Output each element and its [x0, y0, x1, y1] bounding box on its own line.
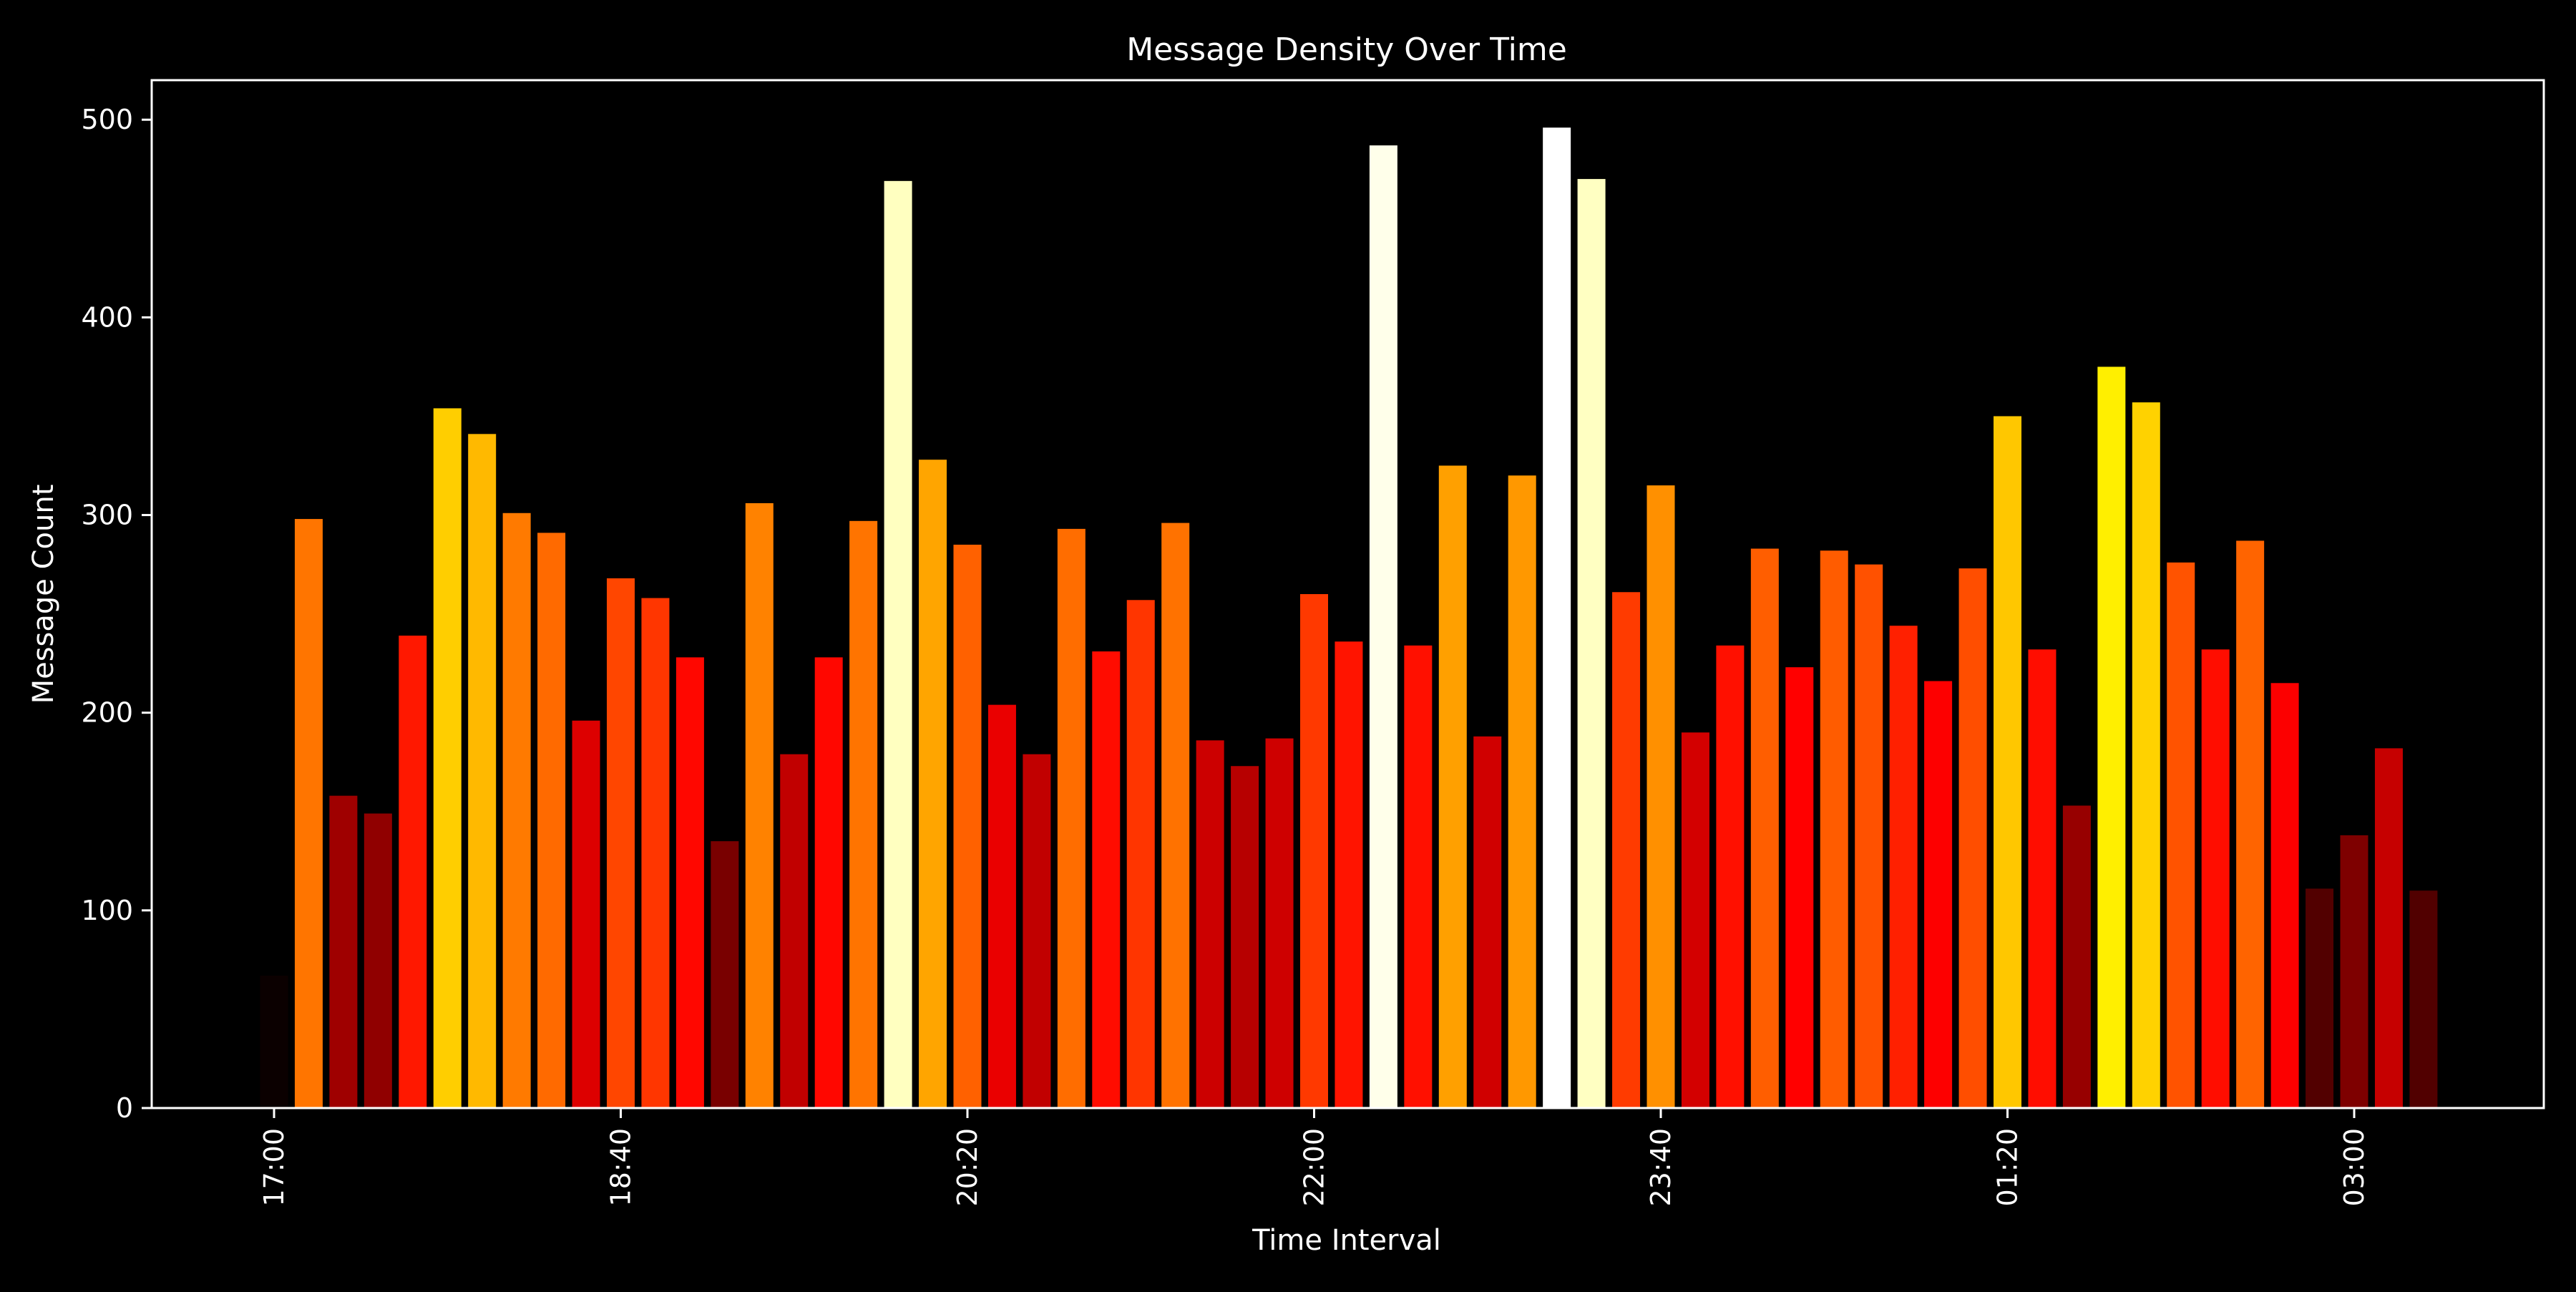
x-tick-label: 17:00 [258, 1128, 290, 1207]
bar [1889, 626, 1918, 1108]
bar [1508, 475, 1536, 1108]
bar [2306, 888, 2334, 1108]
bar [745, 502, 774, 1108]
axes-frame [150, 79, 2545, 1109]
bar [2270, 683, 2299, 1108]
x-tick-label: 03:00 [2338, 1128, 2370, 1207]
bar [1924, 681, 1953, 1108]
bar [1958, 568, 1987, 1108]
bar [537, 533, 566, 1108]
bar [1543, 127, 1571, 1108]
bar [433, 408, 462, 1108]
bar [780, 754, 809, 1108]
bar [1404, 645, 1433, 1108]
bar [2167, 562, 2195, 1108]
bar [711, 841, 739, 1108]
chart-title: Message Density Over Time [1126, 31, 1567, 68]
y-tick-label: 400 [81, 301, 133, 333]
bar [399, 635, 427, 1108]
bar [1300, 594, 1328, 1108]
bar [1646, 485, 1675, 1108]
bar [294, 519, 323, 1108]
bar [572, 720, 600, 1108]
bar [675, 657, 704, 1108]
bar [2340, 835, 2368, 1108]
bar [1785, 667, 1814, 1108]
bar [1473, 736, 1502, 1108]
bar [814, 657, 843, 1108]
bar [2097, 366, 2126, 1109]
bar [502, 513, 531, 1108]
bar [953, 544, 982, 1108]
bar [1855, 564, 1883, 1108]
x-tick-label: 01:20 [1992, 1128, 2024, 1207]
bar [2062, 805, 2091, 1108]
x-tick-label: 20:20 [952, 1128, 983, 1207]
bar [884, 180, 912, 1109]
y-axis-label: Message Count [27, 485, 60, 704]
bar [2028, 649, 2057, 1108]
x-tick-label: 23:40 [1645, 1128, 1677, 1207]
x-tick-label: 22:00 [1299, 1128, 1330, 1207]
bar [260, 975, 288, 1108]
bar [2132, 402, 2160, 1108]
bar [2374, 748, 2403, 1108]
bar [1335, 641, 1363, 1108]
bar [1092, 651, 1121, 1108]
bar [1057, 528, 1085, 1108]
bars-group [260, 127, 2438, 1109]
bar [849, 520, 878, 1108]
y-tick-label: 0 [116, 1092, 133, 1124]
bar [1750, 548, 1779, 1108]
bar [987, 704, 1016, 1108]
bar [1716, 645, 1745, 1108]
bar [468, 434, 497, 1108]
bar [1681, 732, 1709, 1108]
bar [1196, 740, 1224, 1108]
x-tick-label: 18:40 [605, 1128, 637, 1207]
x-axis-label: Time Interval [1252, 1224, 1441, 1257]
y-tick-label: 100 [81, 895, 133, 926]
x-axis: 17:00 18:40 20:20 22:00 23:40 01:20 03:00 [258, 1108, 2370, 1207]
bar [607, 578, 635, 1108]
bar [2236, 540, 2265, 1108]
bar [2201, 649, 2230, 1108]
bar [1161, 523, 1190, 1108]
y-axis: 0 100 200 300 400 500 [81, 104, 152, 1124]
bar [1994, 416, 2021, 1108]
bar [641, 598, 670, 1108]
bar [2409, 890, 2438, 1108]
y-tick-label: 500 [81, 104, 133, 135]
y-tick-label: 300 [81, 500, 133, 531]
bar [1023, 754, 1051, 1108]
bar [364, 813, 392, 1108]
bar [1438, 465, 1467, 1108]
bar [1265, 738, 1294, 1108]
y-tick-label: 200 [81, 697, 133, 729]
bar [1126, 600, 1155, 1108]
bar [1577, 179, 1606, 1109]
bar [329, 795, 358, 1108]
bar [1612, 592, 1641, 1108]
bar [919, 460, 947, 1108]
bar [1231, 766, 1259, 1108]
bar [1369, 145, 1397, 1108]
bar [1820, 550, 1848, 1108]
